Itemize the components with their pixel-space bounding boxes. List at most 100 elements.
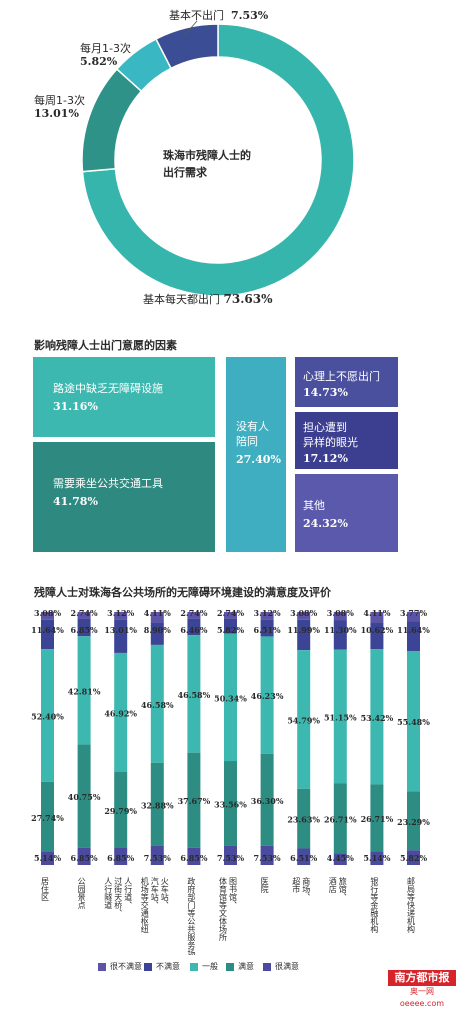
value-label: 6.85%	[71, 625, 98, 635]
value-label: 2.74%	[71, 608, 98, 618]
category-label: 酒店	[328, 877, 337, 894]
factor-tile-no-facilities: 路途中缺乏无障碍设施 31.16%	[33, 357, 215, 437]
bar-segment-very-satisfied	[77, 847, 91, 865]
category-label: 体育馆等文体场所	[219, 876, 228, 942]
bar-segment-satisfied	[150, 762, 164, 846]
legend-item-satisfied: 满意	[226, 961, 254, 972]
value-label: 5.14%	[363, 853, 390, 863]
category-label: 邮局等快递机构	[407, 876, 416, 934]
bar-segment-neutral	[333, 649, 347, 784]
bar-segment-very-dissatisfied	[187, 612, 201, 619]
bar-segment-very-satisfied	[370, 851, 384, 865]
donut-slice-rarely	[155, 23, 219, 70]
bar-segment-very-satisfied	[41, 851, 54, 865]
donut-leader-line	[182, 20, 198, 38]
category-label: 旅馆、	[338, 876, 347, 901]
category-label: 超市	[292, 876, 301, 894]
legend-swatch	[98, 962, 106, 971]
bar-segment-very-dissatisfied	[224, 612, 237, 619]
category-label: 银行等金融机构	[370, 876, 379, 934]
value-label: 6.85%	[71, 853, 98, 863]
value-label: 7.53%	[144, 853, 171, 863]
value-label: 32.88%	[141, 800, 174, 810]
satisfaction-chart: 3.08% 11.64% 52.40% 27.74% 5.14% 居住区 2.74% 6.85…	[31, 608, 430, 955]
legend-swatch	[144, 962, 152, 971]
factor-tile-psychological: 心理上不愿出门 14.73%	[295, 357, 398, 407]
category-label: 机场等交通枢纽	[140, 876, 149, 933]
value-label: 2.74%	[217, 608, 244, 618]
value-label: 46.58%	[178, 690, 211, 700]
donut-label-weekly: 每周1-3次 13.01%	[34, 94, 85, 120]
factor-tile-public-transit: 需要乘坐公共交通工具 41.78%	[33, 442, 215, 552]
bar-segment-dissatisfied	[187, 618, 201, 636]
value-label: 52.40%	[31, 712, 64, 722]
legend-item-very-dissatisfied: 很不满意	[98, 961, 142, 972]
value-label: 4.45%	[327, 853, 354, 863]
legend-swatch	[263, 962, 271, 971]
value-label: 5.82%	[400, 853, 427, 863]
newspaper-logo: 南方都市报 奥一网oeeee.com	[388, 970, 456, 1008]
bar-segment-dissatisfied	[77, 618, 91, 637]
bar-segment-satisfied	[77, 744, 91, 848]
bar-segment-dissatisfied	[114, 619, 128, 653]
bar-segment-very-dissatisfied	[77, 612, 91, 619]
bar-segment-very-dissatisfied	[150, 612, 164, 623]
bar-segment-very-satisfied	[150, 845, 164, 865]
value-label: 37.67%	[178, 796, 211, 806]
category-label: 火车站、	[160, 877, 169, 909]
bar-segment-neutral	[114, 652, 128, 773]
legend-swatch	[226, 962, 234, 971]
value-label: 6.51%	[290, 853, 317, 863]
value-label: 27.74%	[31, 813, 64, 823]
bar-segment-satisfied	[407, 791, 420, 851]
bar-segment-very-dissatisfied	[333, 612, 347, 621]
legend-item-neutral: 一般	[190, 961, 218, 972]
value-label: 10.62%	[361, 625, 394, 635]
chart-title: 残障人士对珠海各公共场所的无障碍环境建设的满意度及评价	[34, 586, 331, 599]
value-label: 46.23%	[251, 691, 284, 701]
bar-segment-satisfied	[333, 783, 347, 854]
value-label: 26.71%	[324, 814, 357, 824]
bar-segment-neutral	[407, 650, 420, 792]
legend-swatch	[190, 962, 198, 971]
bar-segment-very-dissatisfied	[407, 612, 420, 622]
value-label: 23.63%	[287, 815, 320, 825]
value-label: 7.53%	[254, 853, 281, 863]
factor-tile-no-companion: 没有人 陪同 27.40%	[226, 357, 286, 552]
bar-segment-satisfied	[187, 752, 201, 848]
value-label: 42.81%	[68, 686, 101, 696]
bar-segment-dissatisfied	[297, 619, 311, 651]
value-label: 3.08%	[34, 608, 61, 618]
bar-segment-neutral	[224, 633, 237, 762]
legend-item-very-satisfied: 很满意	[263, 961, 299, 972]
value-label: 3.77%	[400, 608, 427, 618]
value-label: 26.71%	[361, 814, 394, 824]
category-label: 政府部门等公共服务场所	[187, 876, 196, 955]
bar-segment-satisfied	[114, 772, 128, 848]
value-label: 3.08%	[327, 608, 354, 618]
category-label: 医院	[260, 877, 269, 894]
category-label: 居住区	[41, 877, 50, 901]
bar-segment-very-satisfied	[297, 848, 311, 865]
bar-segment-dissatisfied	[260, 619, 274, 637]
value-label: 53.42%	[361, 713, 394, 723]
bar-segment-satisfied	[297, 788, 311, 849]
value-label: 23.29%	[397, 817, 430, 827]
category-label: 图书馆、	[229, 877, 238, 909]
legend-item-dissatisfied: 不满意	[144, 961, 180, 972]
value-label: 4.11%	[144, 608, 171, 618]
donut-chart	[81, 20, 355, 297]
bar-segment-satisfied	[41, 781, 54, 852]
value-label: 54.79%	[287, 715, 320, 725]
donut-slice-daily	[81, 23, 355, 297]
value-label: 40.75%	[68, 792, 101, 802]
donut-center-title: 珠海市残障人士的 出行需求	[163, 149, 251, 179]
bar-segment-dissatisfied	[370, 622, 384, 650]
factor-tile-strange-looks: 担心遭到 异样的眼光 17.12%	[295, 412, 398, 469]
bar-segment-neutral	[150, 644, 164, 763]
bar-segment-very-dissatisfied	[370, 612, 384, 623]
bar-segment-neutral	[77, 636, 91, 745]
value-label: 11.99%	[287, 625, 320, 635]
value-label: 33.56%	[214, 799, 247, 809]
bar-segment-very-satisfied	[333, 853, 347, 865]
